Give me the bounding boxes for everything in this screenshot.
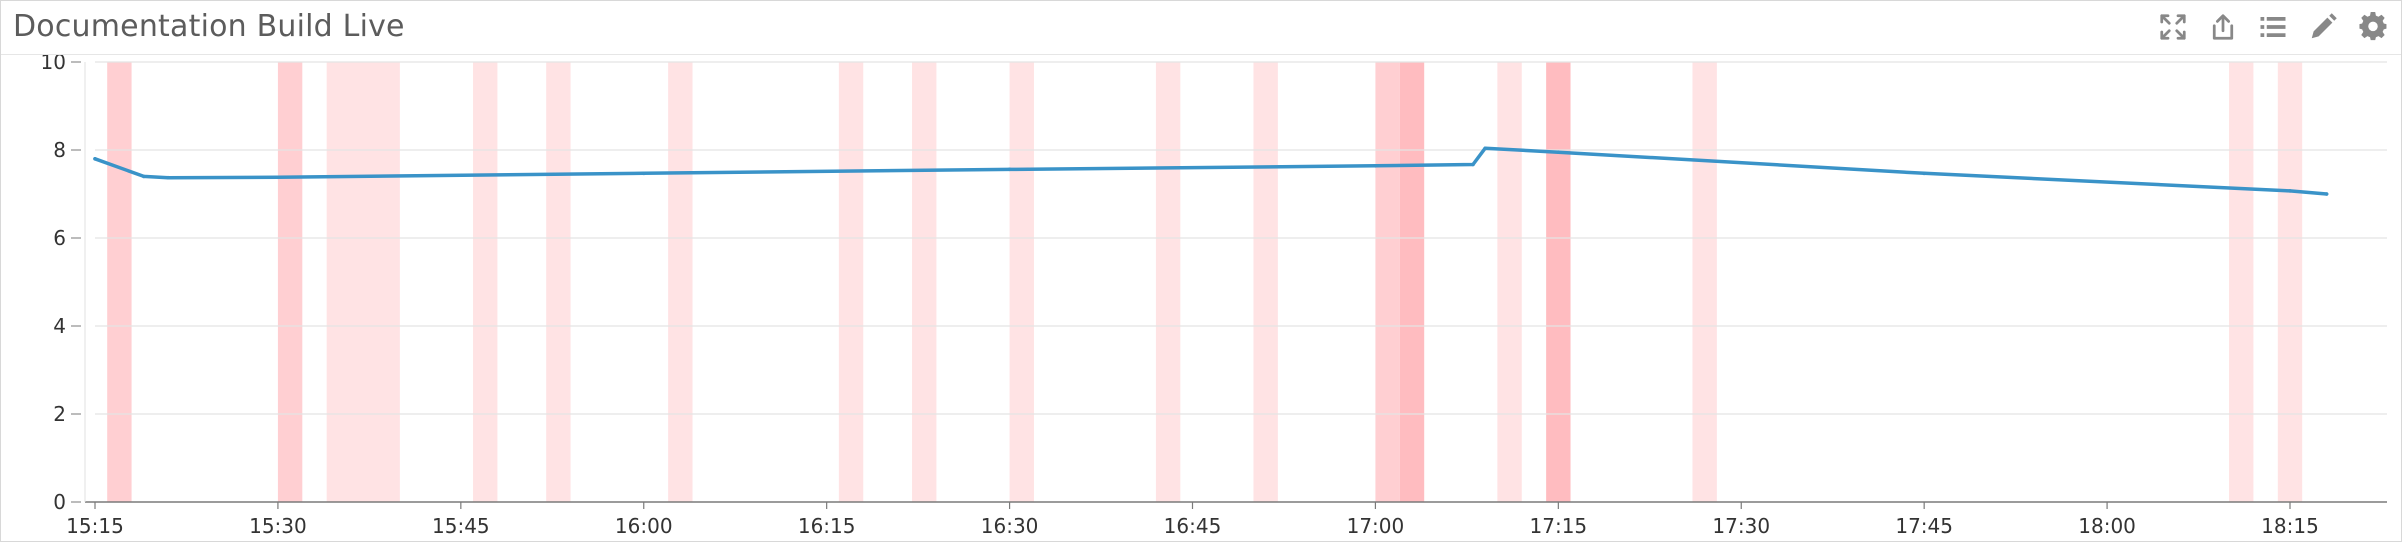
x-tick-label: 17:45 [1895,514,1953,538]
x-tick-label: 17:00 [1347,514,1405,538]
alert-band [1497,62,1521,502]
data-point[interactable] [1922,172,1926,176]
alert-bands [107,62,2302,502]
settings-button[interactable] [2357,11,2389,43]
alert-band [2278,62,2302,502]
alert-band [912,62,936,502]
x-tick-label: 16:45 [1164,514,1222,538]
alert-band [668,62,692,502]
x-tick-label: 15:15 [66,514,124,538]
y-tick-label: 0 [53,490,66,514]
data-point[interactable] [142,175,146,179]
expand-icon [2158,12,2188,42]
y-tick-label: 6 [53,226,66,250]
alert-band [1253,62,1277,502]
x-tick-label: 16:30 [981,514,1039,538]
data-point[interactable] [93,157,97,161]
x-tick-label: 18:00 [2078,514,2136,538]
alert-band [1375,62,1399,502]
y-tick-label: 4 [53,314,66,338]
series-line[interactable] [95,148,2327,194]
widget-title: Documentation Build Live [13,9,405,44]
y-tick-label: 2 [53,402,66,426]
alert-band [107,62,131,502]
data-point[interactable] [276,175,280,179]
line-chart: 0 2 4 6 8 10 15:15 15:30 15:45 16:00 16:15 16:30 16… [1,55,2403,543]
y-tick-labels: 0 2 4 6 8 10 [41,55,81,514]
edit-icon [2308,12,2338,42]
alert-band [1692,62,1716,502]
settings-icon [2358,12,2388,42]
data-point[interactable] [1483,146,1487,150]
data-point[interactable] [2325,192,2329,196]
data-point[interactable] [1374,164,1378,168]
alert-band [546,62,570,502]
x-tick-labels: 15:15 15:30 15:45 16:00 16:15 16:30 16:45 17:00… [66,502,2319,538]
alert-band [1400,62,1424,502]
x-tick-label: 18:15 [2261,514,2319,538]
share-button[interactable] [2207,11,2239,43]
x-tick-label: 16:15 [798,514,856,538]
alert-band [278,62,302,502]
data-point[interactable] [2288,189,2292,193]
y-tick-label: 10 [41,55,66,74]
expand-button[interactable] [2157,11,2189,43]
list-icon [2258,12,2288,42]
alert-band [1546,62,1570,502]
series-layer [93,146,2328,195]
alert-band [1010,62,1034,502]
y-tick-label: 8 [53,138,66,162]
x-tick-label: 15:45 [432,514,490,538]
widget-toolbar [2157,11,2389,45]
alert-band [2229,62,2253,502]
data-point[interactable] [166,176,170,180]
share-icon [2208,12,2238,42]
data-point[interactable] [1008,168,1012,172]
data-point[interactable] [1471,163,1475,167]
data-point[interactable] [642,172,646,176]
list-button[interactable] [2257,11,2289,43]
alert-band [1156,62,1180,502]
x-tick-label: 17:30 [1712,514,1770,538]
axes [85,62,2387,502]
data-point[interactable] [1557,150,1561,154]
alert-band [839,62,863,502]
gridlines [95,62,2387,414]
x-tick-label: 16:00 [615,514,673,538]
alert-band [327,62,400,502]
x-tick-label: 15:30 [249,514,307,538]
chart-area: 0 2 4 6 8 10 15:15 15:30 15:45 16:00 16:15 16:30 16… [1,55,2403,543]
widget-header: Documentation Build Live [1,1,2401,55]
x-tick-label: 17:15 [1530,514,1588,538]
edit-button[interactable] [2307,11,2339,43]
alert-band [473,62,497,502]
